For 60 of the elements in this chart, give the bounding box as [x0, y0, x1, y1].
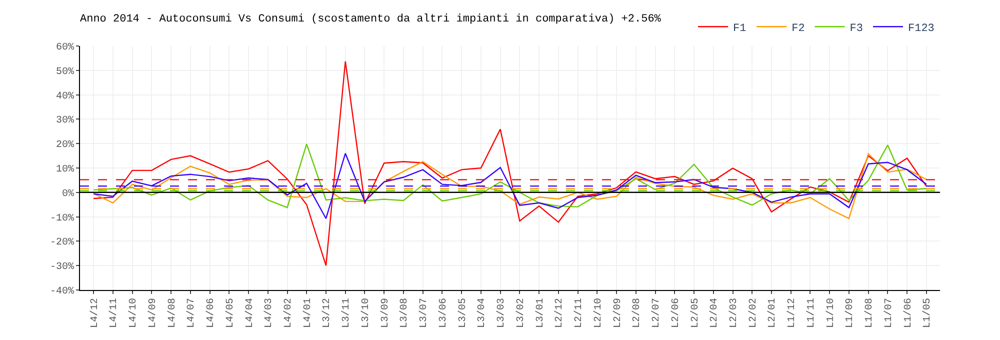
x-tick-label: L3/11: [340, 298, 353, 328]
x-tick-label: L3/09: [379, 298, 392, 328]
legend-label: F123: [908, 22, 934, 35]
x-tick-label: L3/05: [456, 298, 469, 328]
x-tick-label: L1/10: [824, 298, 837, 328]
x-tick-label: L4/03: [263, 298, 276, 328]
x-tick-label: L2/09: [612, 298, 624, 328]
y-tick-label: 30%: [56, 116, 74, 127]
legend-label: F2: [792, 22, 805, 35]
y-tick-label: -10%: [50, 213, 74, 224]
x-tick-label: L4/04: [244, 298, 256, 328]
x-tick-label: L3/12: [321, 298, 334, 328]
x-tick-label: L3/10: [360, 298, 372, 328]
x-tick-label: L1/06: [902, 298, 914, 328]
x-tick-label: L1/09: [844, 298, 856, 328]
x-tick-label: L1/08: [864, 298, 876, 328]
x-tick-label: L4/06: [205, 298, 218, 328]
x-tick-label: L2/05: [689, 298, 702, 328]
x-tick-label: L1/11: [805, 298, 818, 328]
chart-title: Anno 2014 - Autoconsumi Vs Consumi (scostamento da altri impianti in comparativa) +2.56%: [80, 13, 662, 26]
legend-label: F1: [733, 22, 747, 35]
y-tick-label: 50%: [56, 66, 74, 78]
x-tick-label: L1/05: [922, 298, 934, 328]
y-tick-label: -30%: [50, 262, 74, 274]
x-tick-label: L4/02: [282, 298, 294, 328]
x-tick-label: L4/07: [186, 298, 198, 328]
x-tick-label: L2/11: [573, 298, 586, 328]
x-tick-label: L4/09: [146, 298, 159, 328]
y-tick-label: -40%: [50, 286, 74, 298]
y-tick-label: 0%: [62, 188, 74, 200]
x-tick-label: L4/12: [88, 298, 101, 328]
x-tick-label: L2/10: [592, 298, 604, 328]
x-tick-label: L2/12: [554, 298, 566, 328]
x-tick-label: L3/07: [418, 298, 430, 328]
x-tick-label: L1/07: [882, 298, 895, 328]
y-tick-label: 10%: [56, 164, 74, 176]
y-tick-label: 60%: [56, 42, 74, 54]
x-tick-label: L4/01: [302, 298, 314, 328]
x-tick-label: L2/08: [631, 298, 644, 328]
x-tick-label: L4/10: [128, 298, 140, 328]
x-tick-label: L3/04: [476, 298, 488, 328]
x-tick-label: L2/07: [650, 298, 663, 328]
x-tick-label: L3/01: [534, 298, 546, 328]
x-tick-label: L2/02: [747, 298, 760, 328]
x-tick-label: L2/06: [670, 298, 682, 328]
x-tick-label: L2/03: [728, 298, 740, 328]
x-tick-label: L3/06: [437, 298, 450, 328]
x-tick-label: L4/05: [224, 298, 236, 328]
x-tick-label: L2/01: [766, 298, 779, 328]
x-tick-label: L2/04: [708, 298, 721, 328]
x-tick-label: L4/11: [108, 298, 120, 328]
x-tick-label: L3/02: [514, 298, 527, 328]
y-tick-label: 40%: [56, 91, 74, 102]
x-tick-label: L3/08: [398, 298, 411, 328]
y-tick-label: 20%: [56, 140, 74, 152]
y-tick-label: -20%: [50, 238, 74, 249]
x-tick-label: L4/08: [166, 298, 178, 328]
x-tick-label: L3/03: [496, 298, 508, 328]
legend-label: F3: [850, 22, 864, 35]
x-tick-label: L1/12: [786, 298, 798, 328]
